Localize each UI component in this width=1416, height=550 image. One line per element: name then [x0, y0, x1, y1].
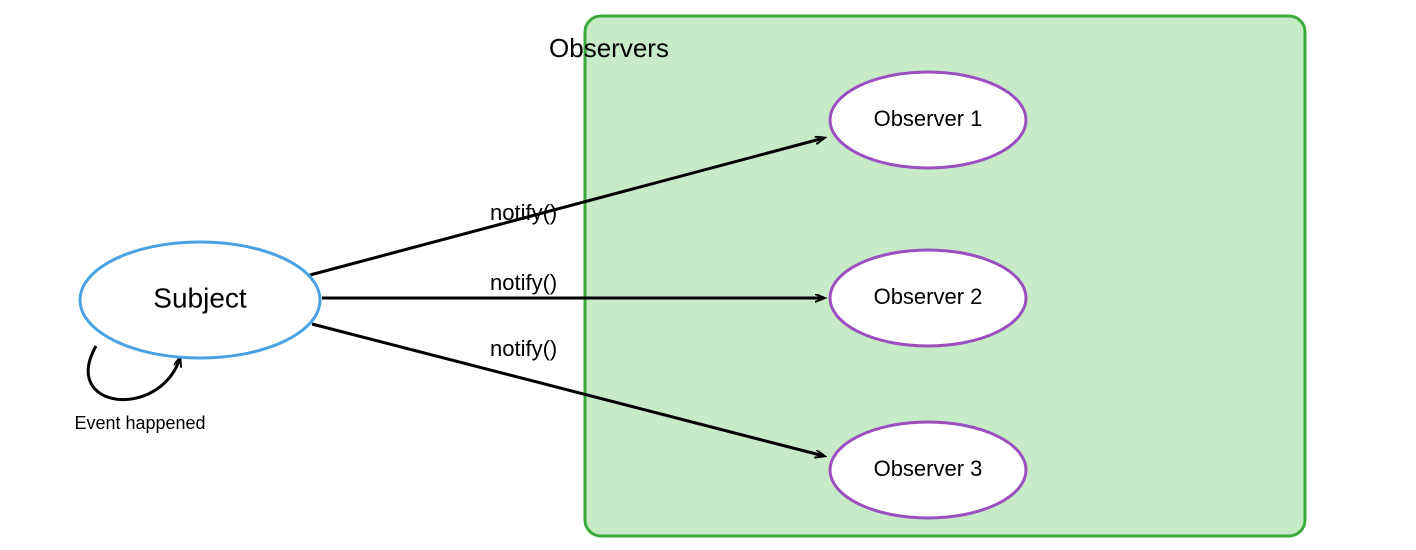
edge-label-e2: notify()	[490, 270, 557, 295]
node-label-observer2: Observer 2	[874, 284, 983, 309]
self-loop-label: Event happened	[74, 413, 205, 433]
node-label-observer1: Observer 1	[874, 106, 983, 131]
edge-label-e3: notify()	[490, 336, 557, 361]
node-label-subject: Subject	[153, 282, 247, 313]
node-label-observer3: Observer 3	[874, 456, 983, 481]
observers-container-label: Observers	[549, 33, 669, 63]
edge-label-e1: notify()	[490, 200, 557, 225]
